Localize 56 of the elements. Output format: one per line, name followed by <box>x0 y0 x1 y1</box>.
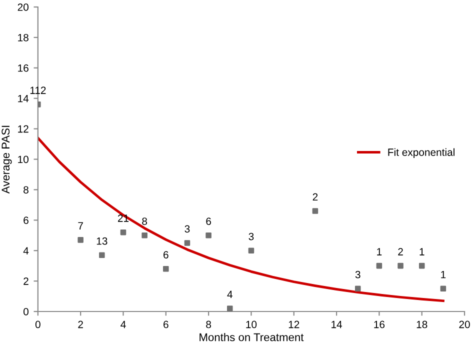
x-tick-label: 2 <box>78 320 83 328</box>
x-tick-label: 0 <box>35 320 40 328</box>
annotation: 3 <box>355 270 360 278</box>
point <box>142 232 148 238</box>
point <box>312 208 318 214</box>
y-tick-label: 12 <box>18 125 28 133</box>
annotation: 2 <box>398 248 403 256</box>
x-tick-label: 16 <box>374 320 385 328</box>
annotation: 21 <box>118 214 129 222</box>
y-tick-label: 2 <box>24 278 28 285</box>
x-tick-label: 4 <box>120 320 126 328</box>
point <box>163 266 169 272</box>
y-tick-label: 6 <box>24 216 28 224</box>
annotation: 1 <box>377 248 382 256</box>
point <box>99 252 105 258</box>
y-tick-label: 0 <box>24 308 28 316</box>
point <box>398 262 404 269</box>
y-tick-label: 4 <box>23 247 29 254</box>
annotation: 3 <box>184 225 190 233</box>
y-tick-label: 16 <box>18 64 28 72</box>
point <box>440 286 446 292</box>
point <box>376 262 382 269</box>
annotation: 6 <box>164 251 168 258</box>
y-axis-title: Average PASI <box>2 126 12 194</box>
y-tick-label: 10 <box>18 156 28 164</box>
x-tick-label: 14 <box>332 320 342 328</box>
annotation: 112 <box>30 86 46 94</box>
point <box>120 229 126 236</box>
x-tick-label: 10 <box>246 320 257 328</box>
annotation: 3 <box>248 232 254 240</box>
y-tick-label: 20 <box>18 4 28 11</box>
y-tick-label: 8 <box>24 186 28 194</box>
point <box>248 248 254 254</box>
legend-label: Fit exponential <box>388 148 454 158</box>
x-tick-label: 20 <box>459 320 470 328</box>
annotation: 13 <box>96 237 108 245</box>
x-tick-label: 12 <box>288 320 300 328</box>
x-tick-label: 8 <box>206 320 212 328</box>
x-tick-label: 6 <box>164 320 168 328</box>
annotation: 4 <box>227 290 232 298</box>
annotation: 1 <box>420 248 424 256</box>
annotation: 6 <box>206 218 211 225</box>
x-axis-title: Months on Treatment <box>200 333 304 342</box>
y-tick-label: 14 <box>18 94 29 102</box>
annotation: 1 <box>441 271 446 278</box>
annotation: 7 <box>78 222 83 230</box>
point <box>206 232 212 238</box>
annotation: 8 <box>142 218 148 225</box>
point <box>418 262 425 269</box>
point <box>354 286 361 292</box>
y-tick-label: 18 <box>18 34 28 42</box>
point <box>184 240 190 246</box>
x-tick-label: 18 <box>416 320 428 328</box>
annotation: 2 <box>312 193 318 201</box>
point <box>78 237 84 243</box>
point <box>227 306 233 312</box>
